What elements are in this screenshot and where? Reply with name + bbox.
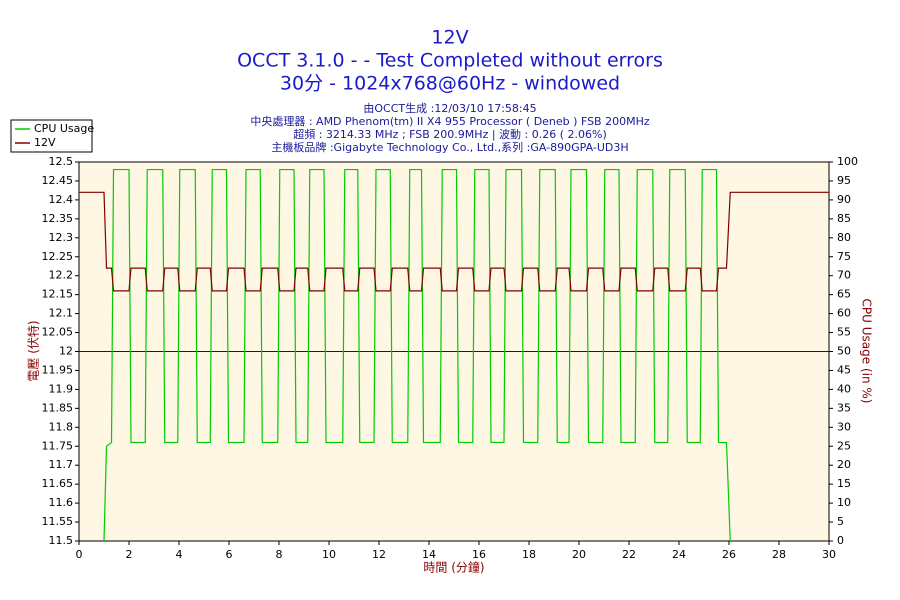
- y2-tick-label: 20: [837, 458, 851, 471]
- x-tick-label: 22: [622, 548, 636, 561]
- y2-tick-label: 45: [837, 363, 851, 376]
- y-tick-label: 11.7: [49, 458, 74, 471]
- y-tick-label: 11.55: [42, 515, 74, 528]
- y2-tick-label: 0: [837, 534, 844, 547]
- subtitle: 由OCCT生成 :12/03/10 17:58:45: [363, 101, 536, 115]
- y2-tick-label: 25: [837, 439, 851, 452]
- x-tick-label: 10: [322, 548, 336, 561]
- y2-tick-label: 90: [837, 193, 851, 206]
- y-tick-label: 12.5: [49, 155, 74, 168]
- chart-title: 30分 - 1024x768@60Hz - windowed: [280, 73, 620, 95]
- x-tick-label: 12: [372, 548, 386, 561]
- y-tick-label: 12.4: [49, 193, 74, 206]
- y2-tick-label: 75: [837, 250, 851, 263]
- x-tick-label: 0: [76, 548, 83, 561]
- y2-tick-label: 30: [837, 420, 851, 433]
- subtitle: 主機板品牌 :Gigabyte Technology Co., Ltd.,系列 …: [271, 140, 628, 154]
- y-axis-label: 電壓 (伏特): [26, 320, 41, 381]
- x-tick-label: 6: [226, 548, 233, 561]
- y2-tick-label: 15: [837, 477, 851, 490]
- x-axis-label: 時間 (分鐘): [423, 560, 484, 575]
- x-tick-label: 26: [722, 548, 736, 561]
- y2-tick-label: 100: [837, 155, 858, 168]
- x-tick-label: 4: [176, 548, 183, 561]
- y2-tick-label: 70: [837, 269, 851, 282]
- y-tick-label: 11.75: [42, 439, 74, 452]
- y2-tick-label: 10: [837, 496, 851, 509]
- x-tick-label: 8: [276, 548, 283, 561]
- y-tick-label: 12.45: [42, 174, 74, 187]
- x-tick-label: 16: [472, 548, 486, 561]
- y2-tick-label: 35: [837, 401, 851, 414]
- y-tick-label: 11.65: [42, 477, 74, 490]
- y-tick-label: 11.85: [42, 401, 74, 414]
- y-tick-label: 12.15: [42, 288, 74, 301]
- y-tick-label: 12.3: [49, 231, 74, 244]
- y2-tick-label: 50: [837, 345, 851, 358]
- series-line: [103, 168, 731, 542]
- series-line: [79, 191, 829, 292]
- y2-axis-label: CPU Usage (in %): [860, 299, 874, 404]
- chart-title: 12V: [431, 27, 468, 49]
- chart-title: OCCT 3.1.0 - - Test Completed without er…: [237, 50, 663, 72]
- y-tick-label: 12.25: [42, 250, 74, 263]
- y-tick-label: 12.05: [42, 326, 74, 339]
- y-tick-label: 12.35: [42, 212, 74, 225]
- x-tick-label: 24: [672, 548, 686, 561]
- legend: [10, 119, 93, 153]
- subtitle: 中央處理器 : AMD Phenom(tm) II X4 955 Process…: [250, 114, 650, 128]
- x-tick-label: 18: [522, 548, 536, 561]
- y-tick-label: 11.6: [49, 496, 74, 509]
- y-tick-label: 12.2: [49, 269, 74, 282]
- legend-label: CPU Usage: [34, 122, 94, 135]
- y2-tick-label: 5: [837, 515, 844, 528]
- y-tick-label: 11.8: [49, 420, 74, 433]
- y2-tick-label: 55: [837, 326, 851, 339]
- y-tick-label: 11.9: [49, 382, 74, 395]
- y2-tick-label: 60: [837, 307, 851, 320]
- x-tick-label: 14: [422, 548, 436, 561]
- x-tick-label: 20: [572, 548, 586, 561]
- x-tick-label: 30: [822, 548, 836, 561]
- y2-tick-label: 65: [837, 288, 851, 301]
- y2-tick-label: 95: [837, 174, 851, 187]
- x-tick-label: 2: [126, 548, 133, 561]
- x-tick-label: 28: [772, 548, 786, 561]
- y-tick-label: 12: [59, 345, 73, 358]
- y-tick-label: 11.5: [49, 534, 74, 547]
- subtitle: 超頻 : 3214.33 MHz ; FSB 200.9MHz | 波動 : 0…: [293, 127, 607, 141]
- y2-tick-label: 40: [837, 382, 851, 395]
- y-tick-label: 12.1: [49, 307, 74, 320]
- y-tick-label: 11.95: [42, 363, 74, 376]
- legend-label: 12V: [34, 136, 56, 149]
- y2-tick-label: 85: [837, 212, 851, 225]
- y2-tick-label: 80: [837, 231, 851, 244]
